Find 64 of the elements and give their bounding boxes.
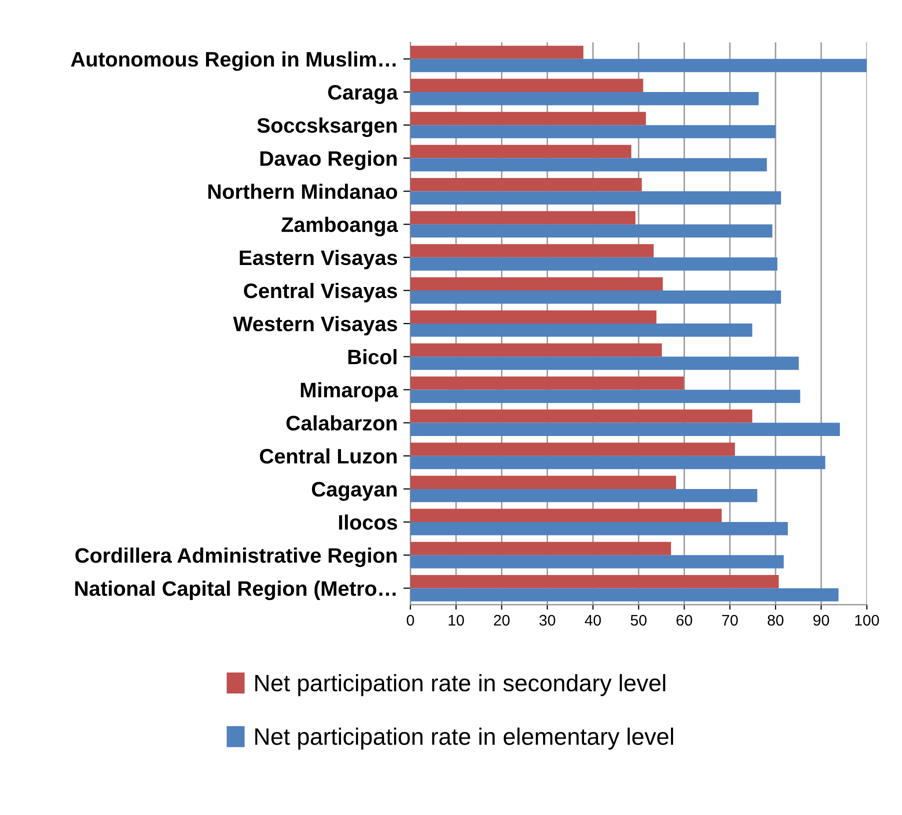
y-tick-label: Central Visayas (244, 282, 398, 302)
bar (410, 376, 684, 390)
x-tick-label: 10 (448, 614, 464, 626)
bar (410, 112, 646, 126)
y-tick-label: Cordillera Administrative Region (75, 548, 397, 568)
y-tick-label: Cagayan (312, 482, 397, 501)
y-tick-label: Northern Mindanao (208, 184, 398, 199)
y-tick-label: National Capital Region (Metro… (75, 580, 396, 600)
y-tick-label: Zamboanga (282, 216, 398, 236)
x-tick-label: 0 (406, 614, 414, 626)
x-tick-label: 100 (855, 614, 879, 626)
bar (410, 476, 676, 489)
bar (410, 277, 663, 290)
x-tick-label: 60 (676, 614, 692, 626)
legend-label: Net participation rate in elementary level (255, 728, 674, 750)
legend-label: Net participation rate in secondary level (255, 674, 666, 696)
y-tick-label: Soccsksargen (257, 118, 397, 138)
bar (410, 508, 722, 522)
x-tick-label: 50 (630, 614, 647, 626)
bar (410, 422, 840, 436)
x-tick-label: 20 (494, 614, 510, 626)
bar (410, 522, 788, 536)
y-tick-label: Bicol (348, 349, 396, 364)
y-tick-label: Eastern Visayas (240, 250, 398, 270)
y-tick-label: Mimaropa (300, 382, 398, 402)
bar (410, 125, 776, 138)
y-tick-label: Western Visayas (233, 316, 398, 336)
y-tick-label: Autonomous Region in Muslim… (70, 51, 396, 71)
y-tick-label: Caraga (328, 84, 398, 104)
bar (410, 390, 800, 403)
bar (410, 191, 782, 204)
y-tick-label: Central Luzon (260, 448, 397, 464)
y-tick-label: Ilocos (339, 514, 398, 530)
bar (410, 488, 758, 502)
bar (410, 588, 839, 602)
bar (410, 46, 584, 59)
bar (410, 324, 752, 337)
bar (410, 257, 778, 271)
bar (410, 178, 642, 192)
bar (410, 410, 752, 423)
x-tick-label: 70 (722, 614, 738, 626)
bar (410, 343, 662, 357)
x-tick-label: 80 (768, 614, 784, 626)
bar (410, 456, 826, 470)
bar (410, 290, 782, 304)
x-tick-label: 90 (813, 614, 830, 626)
bar (410, 92, 759, 106)
bar (410, 356, 799, 370)
bar (410, 58, 867, 72)
y-tick-label: Davao Region (260, 150, 397, 170)
y-tick-label: Calabarzon (286, 415, 397, 431)
bar (410, 144, 632, 158)
x-tick-label: 40 (584, 614, 601, 626)
x-tick-label: 30 (539, 614, 556, 626)
bar (410, 542, 672, 556)
bar (410, 78, 644, 92)
bar (410, 555, 784, 568)
bar (410, 310, 656, 324)
bar (410, 244, 654, 258)
bar (410, 158, 767, 172)
bar (410, 442, 735, 456)
bar (410, 574, 779, 588)
bar (410, 224, 772, 238)
bar (410, 211, 636, 224)
